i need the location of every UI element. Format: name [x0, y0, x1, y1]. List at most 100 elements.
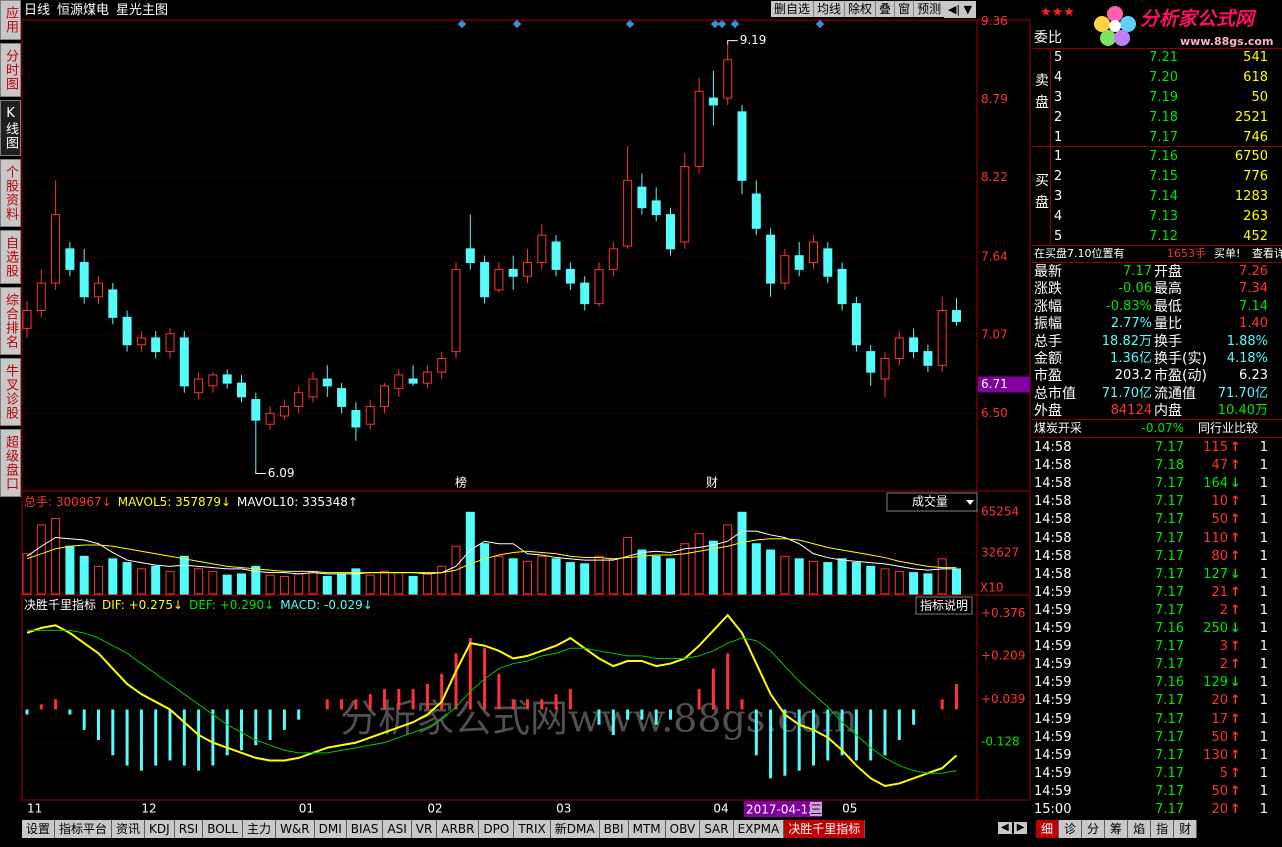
toolbar-button[interactable]: 窗	[895, 1, 915, 17]
indicator-tab[interactable]: VR	[411, 820, 438, 838]
tick-volume: 130	[1203, 747, 1228, 763]
tick-arrow: ↑	[1230, 657, 1241, 673]
volume-bar	[65, 545, 75, 595]
side-tab[interactable]: 应用	[0, 0, 21, 40]
side-tab[interactable]: 超级盘口	[0, 429, 21, 497]
weibi-label: 委比	[1034, 30, 1062, 46]
stars: ★★★	[1040, 5, 1075, 20]
tick-arrow: ↑	[1230, 802, 1241, 817]
candle-body	[279, 405, 289, 417]
tick-arrow: ↑	[1230, 765, 1241, 781]
indicator-tab[interactable]: ASI	[383, 820, 412, 838]
candle-body	[952, 309, 961, 322]
tick-arrow: ↑	[1230, 548, 1241, 564]
indicator-tab[interactable]: 主力	[243, 820, 277, 838]
panel-tab[interactable]: 财	[1174, 820, 1198, 838]
indicator-tab[interactable]: 新DMA	[550, 820, 600, 838]
volume-bar	[623, 536, 633, 595]
tick-arrow: ↓	[1230, 675, 1241, 691]
indicator-tab[interactable]: SAR	[700, 820, 734, 838]
x-tick-label: 05	[842, 802, 857, 816]
tick-count: 1	[1259, 458, 1268, 474]
side-tab[interactable]: 分时图	[0, 43, 21, 97]
indicator-tab[interactable]: BIAS	[346, 820, 384, 838]
tick-time: 14:59	[1034, 602, 1072, 618]
volume-bar	[508, 558, 518, 595]
macd-legend: 决胜千里指标	[24, 598, 97, 612]
indicator-tab[interactable]: EXPMA	[733, 820, 785, 838]
tick-price: 7.17	[1155, 747, 1184, 763]
cursor-price: 6.71	[981, 377, 1008, 391]
indicator-tab[interactable]: MTM	[628, 820, 666, 838]
indicator-tab[interactable]: 资讯	[112, 820, 146, 838]
candle-body	[394, 374, 404, 390]
notice[interactable]: 查看详细	[1252, 247, 1282, 260]
indicator-tab[interactable]: W&R	[276, 820, 315, 838]
toolbar-button[interactable]: 除权	[845, 1, 877, 17]
indicator-tab[interactable]: ARBR	[437, 820, 480, 838]
side-tab[interactable]: 自选股	[0, 230, 21, 284]
volume-bar	[222, 574, 232, 595]
side-tab[interactable]: 综合排名	[0, 287, 21, 355]
panel-tab[interactable]: 诊	[1059, 820, 1083, 838]
indicator-tab[interactable]: 指标平台	[55, 820, 113, 838]
separator	[1032, 146, 1282, 147]
tick-volume: 80	[1211, 548, 1228, 564]
panel-tab[interactable]: 细	[1036, 820, 1060, 838]
level: 4	[1054, 209, 1063, 224]
level-price: 7.21	[1149, 50, 1178, 65]
indicator-tab[interactable]: DMI	[314, 820, 347, 838]
high-label: 9.19	[740, 33, 767, 47]
side-tab[interactable]: K线图	[0, 100, 21, 156]
panel-tab[interactable]: 筹	[1105, 820, 1129, 838]
indicator-tab[interactable]: 决胜千里指标	[784, 820, 866, 838]
level-price: 7.20	[1149, 70, 1178, 85]
candle-body	[165, 333, 175, 353]
separator	[1032, 48, 1282, 49]
panel-tab[interactable]: 分	[1082, 820, 1106, 838]
side-tab[interactable]: 个股资料	[0, 159, 21, 227]
indicator-tab[interactable]: RSI	[174, 820, 204, 838]
toolbar-buttons: 删自选 均线 除权叠窗预测	[771, 1, 946, 17]
volume-bar	[923, 573, 933, 595]
indicator-tab[interactable]: BBI	[599, 820, 629, 838]
tick-price: 7.17	[1155, 729, 1184, 745]
scroll-buttons[interactable]: ◀ ▶	[998, 822, 1028, 834]
dropdown-arrow	[966, 500, 974, 505]
toolbar-button[interactable]: 删自选	[771, 1, 815, 17]
indicator-tab[interactable]: BOLL	[203, 820, 244, 838]
indicator-help[interactable]	[915, 596, 973, 615]
candle-body	[380, 385, 389, 407]
toolbar-button[interactable]: 预测	[914, 1, 946, 17]
candle-body	[651, 200, 661, 216]
tick-count: 1	[1259, 584, 1268, 600]
stat-label: 涨幅	[1034, 298, 1062, 315]
indicator-tab[interactable]: KDJ	[145, 820, 175, 838]
tick-price: 7.16	[1155, 675, 1184, 691]
panel-tab[interactable]: 焰	[1128, 820, 1152, 838]
toolbar-button[interactable]: 均线	[814, 1, 846, 17]
level-price: 7.16	[1149, 149, 1178, 164]
toolbar-icons[interactable]: ◀| ▼	[944, 1, 976, 18]
industry-compare[interactable]: 同行业比较	[1198, 421, 1259, 435]
high-marker	[727, 40, 738, 45]
cursor-date: 2017-04-12	[746, 803, 816, 817]
toolbar-button[interactable]: 叠	[876, 1, 896, 17]
indicator-tab[interactable]: TRIX	[514, 820, 551, 838]
low-label: 6.09	[268, 466, 295, 480]
side-tab[interactable]: 牛叉诊股	[0, 358, 21, 426]
indicator-tab[interactable]: OBV	[665, 820, 701, 838]
tick-price: 7.17	[1155, 476, 1184, 492]
tick-arrow: ↑	[1230, 512, 1241, 528]
level: 5	[1054, 50, 1063, 65]
volume-bar	[666, 558, 675, 595]
indicator-tab[interactable]: DPO	[479, 820, 515, 838]
stat-label: 换手	[1154, 333, 1182, 350]
tick-time: 14:59	[1034, 621, 1072, 636]
stat-value: 7.34	[1239, 281, 1268, 297]
tick-time: 14:58	[1034, 548, 1072, 564]
indicator-selector[interactable]	[886, 492, 978, 512]
indicator-tab[interactable]: 设置	[22, 820, 56, 838]
panel-tab[interactable]: 指	[1151, 820, 1175, 838]
volume-bar	[351, 568, 361, 595]
